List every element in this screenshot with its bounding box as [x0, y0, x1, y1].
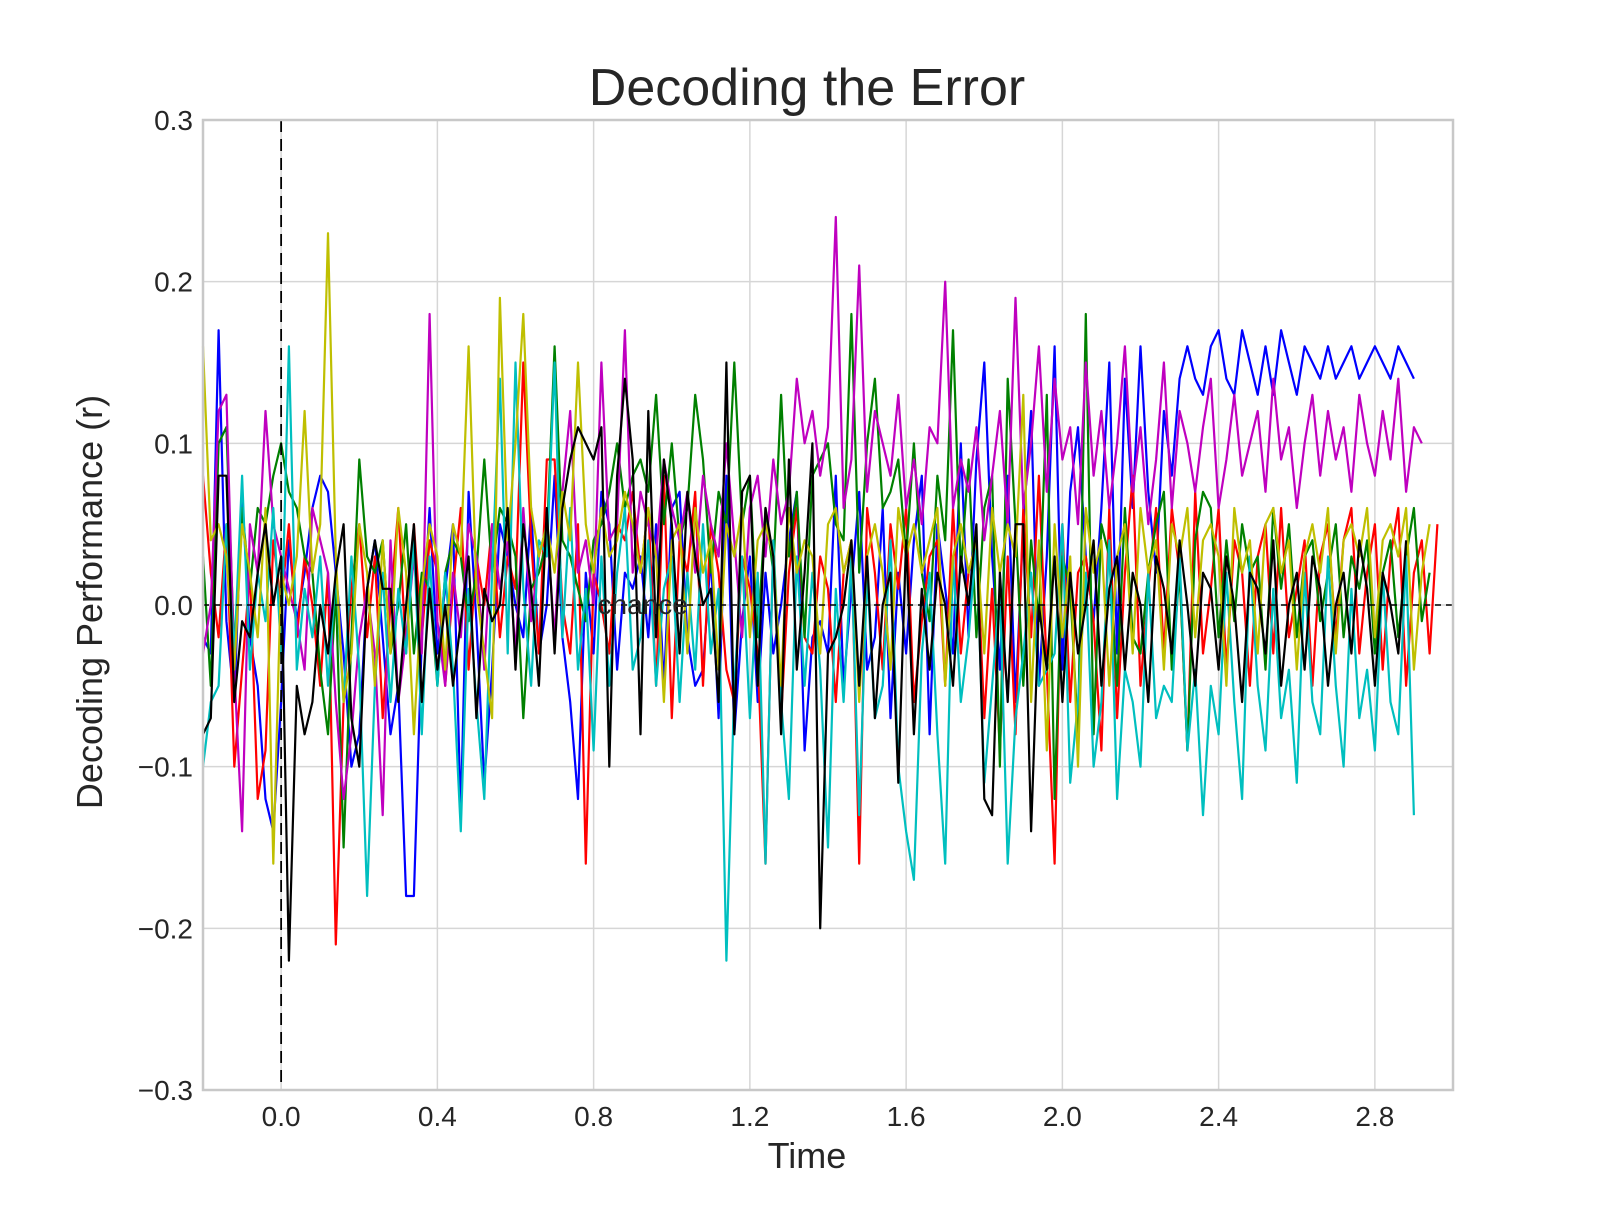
chance-annotation: chance: [598, 589, 688, 620]
series-line-7: [202, 361, 1408, 962]
y-tick-label: −0.2: [138, 913, 193, 944]
series-line-5: [201, 345, 1415, 962]
x-tick-label: 0.0: [262, 1101, 301, 1132]
series-line-4: [201, 215, 1423, 833]
y-tick-label: 0.1: [154, 428, 193, 459]
x-tick-label: 2.4: [1199, 1101, 1238, 1132]
y-tick-label: −0.3: [138, 1075, 193, 1106]
chart-title: Decoding the Error: [589, 59, 1025, 117]
x-tick-label: 2.8: [1355, 1101, 1394, 1132]
y-tick-label: 0.0: [154, 590, 193, 621]
x-tick-label: 1.2: [730, 1101, 769, 1132]
y-tick-label: 0.3: [154, 105, 193, 136]
y-tick-labels: 0.3 0.2 0.1 0.0 −0.1 −0.2 −0.3: [138, 105, 193, 1106]
reference-lines: [203, 120, 1453, 1090]
x-tick-label: 1.6: [887, 1101, 926, 1132]
series-line-3: [201, 312, 1431, 849]
y-axis-label: Decoding Performance (r): [69, 395, 110, 809]
series-line-1: [202, 329, 1415, 898]
x-axis-label: Time: [768, 1135, 847, 1176]
series-group: [201, 215, 1439, 962]
x-tick-label: 2.0: [1043, 1101, 1082, 1132]
x-tick-label: 0.8: [574, 1101, 613, 1132]
y-tick-label: −0.1: [138, 752, 193, 783]
y-tick-label: 0.2: [154, 267, 193, 298]
plot-frame: [201, 118, 1455, 1092]
x-tick-label: 0.4: [418, 1101, 457, 1132]
x-tick-labels: 0.0 0.4 0.8 1.2 1.6 2.0 2.4 2.8: [262, 1101, 1395, 1132]
